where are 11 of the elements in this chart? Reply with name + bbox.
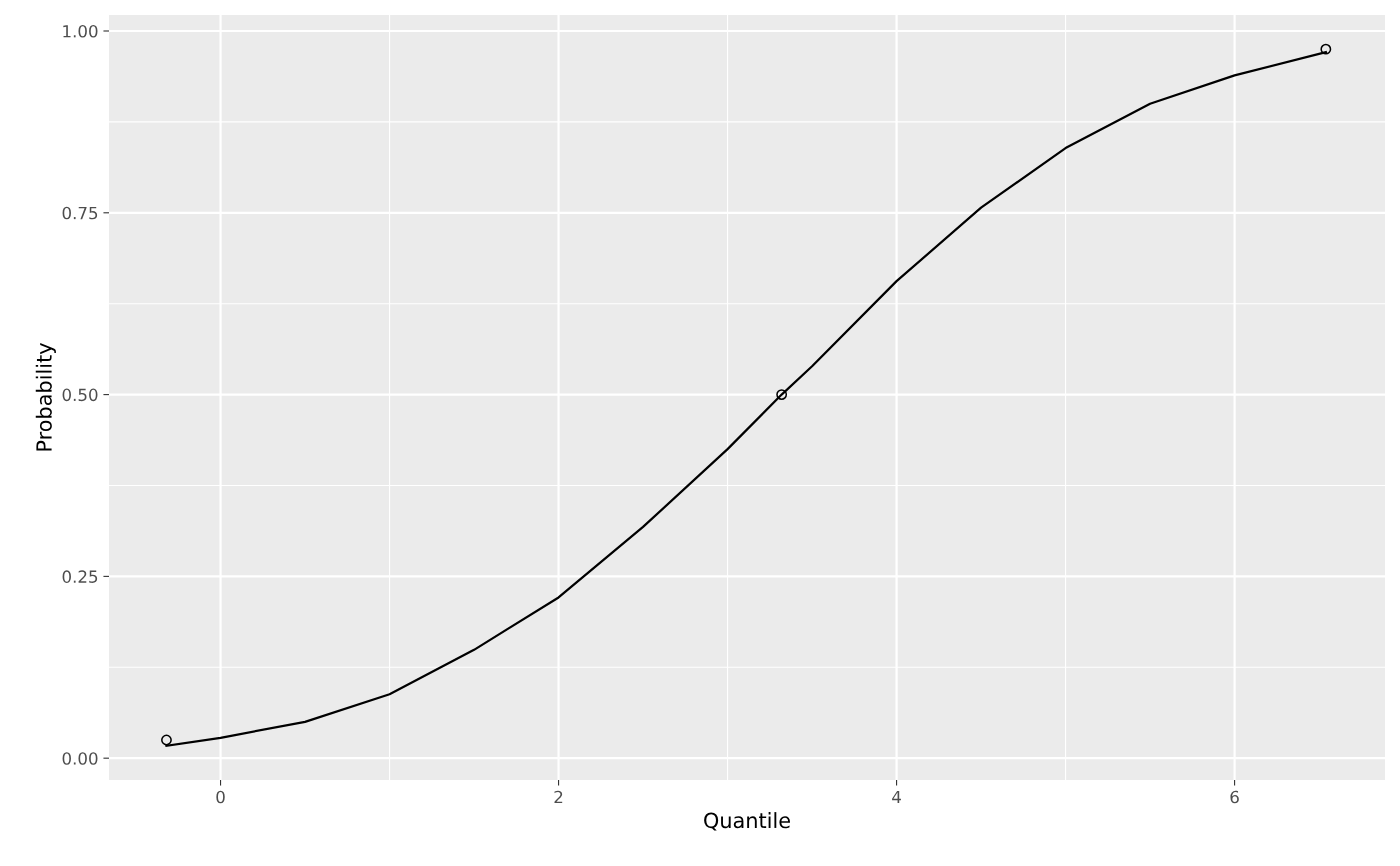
x-tick-label: 0 (216, 790, 225, 804)
y-tick-label: 0.25 (62, 570, 98, 583)
x-tick-label: 2 (554, 790, 563, 804)
x-axis-title: Quantile (704, 812, 790, 831)
x-tick-label: 6 (1230, 790, 1239, 804)
y-tick-label: 0.75 (62, 206, 98, 220)
y-axis-title: Probability (35, 343, 56, 451)
x-tick-label: 4 (892, 790, 901, 804)
y-tick-label: 0.50 (62, 388, 98, 402)
y-tick-label: 1.00 (63, 24, 98, 38)
y-tick-label: 0.00 (62, 752, 98, 765)
